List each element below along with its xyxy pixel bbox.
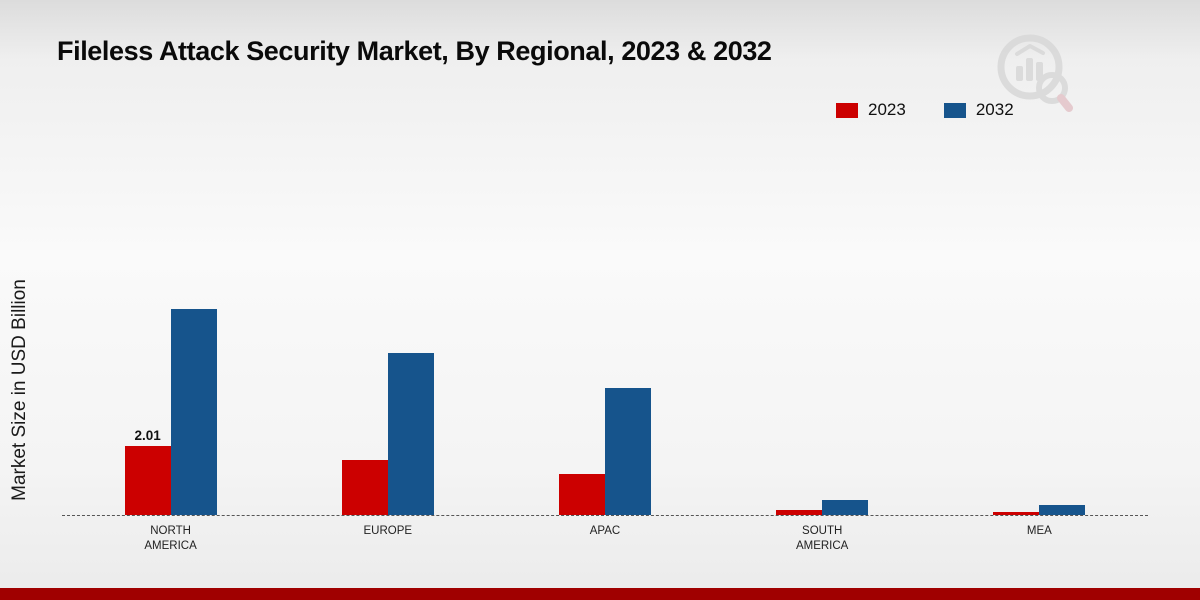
bar-wrap [993, 512, 1040, 515]
bar-wrap [341, 460, 388, 515]
bar-2032-south-america [822, 500, 869, 515]
bottom-accent-bar [0, 588, 1200, 600]
bar-chart-magnifier-icon [997, 34, 1073, 112]
bar-group-apac: APAC [558, 140, 651, 537]
bar-group-south-america: SOUTH AMERICA [776, 140, 869, 552]
bar-2032-europe [387, 353, 434, 515]
mrfr-logo-watermark [993, 28, 1077, 120]
bar-2023-south-america [776, 510, 823, 515]
bar-2023-north-america [124, 446, 171, 515]
bar-wrap [170, 309, 217, 515]
bar-2032-mea [1039, 505, 1086, 515]
legend-swatch-2023 [836, 102, 858, 118]
category-label-europe: EUROPE [363, 525, 413, 537]
bar-2023-mea [993, 512, 1040, 515]
bar-value-label: 2.01 [134, 428, 161, 443]
category-label-south-america: SOUTH AMERICA [795, 525, 849, 552]
plot-area: 2.01 NORTH AMERICA EUROPE APAC SOUTH AMERICA… [62, 140, 1148, 552]
bar-wrap [822, 500, 869, 515]
bar-2032-apac [604, 388, 651, 515]
bars-row [776, 500, 869, 515]
chart-title: Fileless Attack Security Market, By Regi… [57, 36, 772, 66]
bar-2023-apac [558, 474, 605, 515]
bars-row: 2.01 [124, 309, 217, 515]
legend-label-2023: 2023 [868, 100, 906, 119]
category-label-north-america: NORTH AMERICA [144, 525, 197, 552]
bar-wrap [387, 353, 434, 515]
bars-row [341, 353, 434, 515]
bar-group-mea: MEA [993, 140, 1086, 537]
legend: 2023 2032 [836, 100, 1014, 120]
bar-2032-north-america [170, 309, 217, 515]
legend-swatch-2032 [943, 102, 966, 118]
bar-wrap: 2.01 [124, 428, 171, 515]
category-label-apac: APAC [589, 525, 621, 537]
category-label-mea: MEA [1026, 525, 1052, 537]
bar-2023-europe [341, 460, 388, 515]
bar-group-north-america: 2.01 NORTH AMERICA [124, 140, 217, 552]
legend-item-2032: 2032 [943, 100, 1014, 120]
bar-wrap [558, 474, 605, 515]
legend-item-2023: 2023 [836, 100, 906, 120]
bar-wrap [776, 510, 823, 515]
bar-wrap [604, 388, 651, 515]
legend-label-2032: 2032 [975, 100, 1014, 119]
y-axis-label: Market Size in USD Billion [9, 279, 30, 501]
bars-row [558, 388, 651, 515]
bars-row [993, 505, 1086, 515]
bar-wrap [1039, 505, 1086, 515]
bar-group-europe: EUROPE [341, 140, 434, 537]
